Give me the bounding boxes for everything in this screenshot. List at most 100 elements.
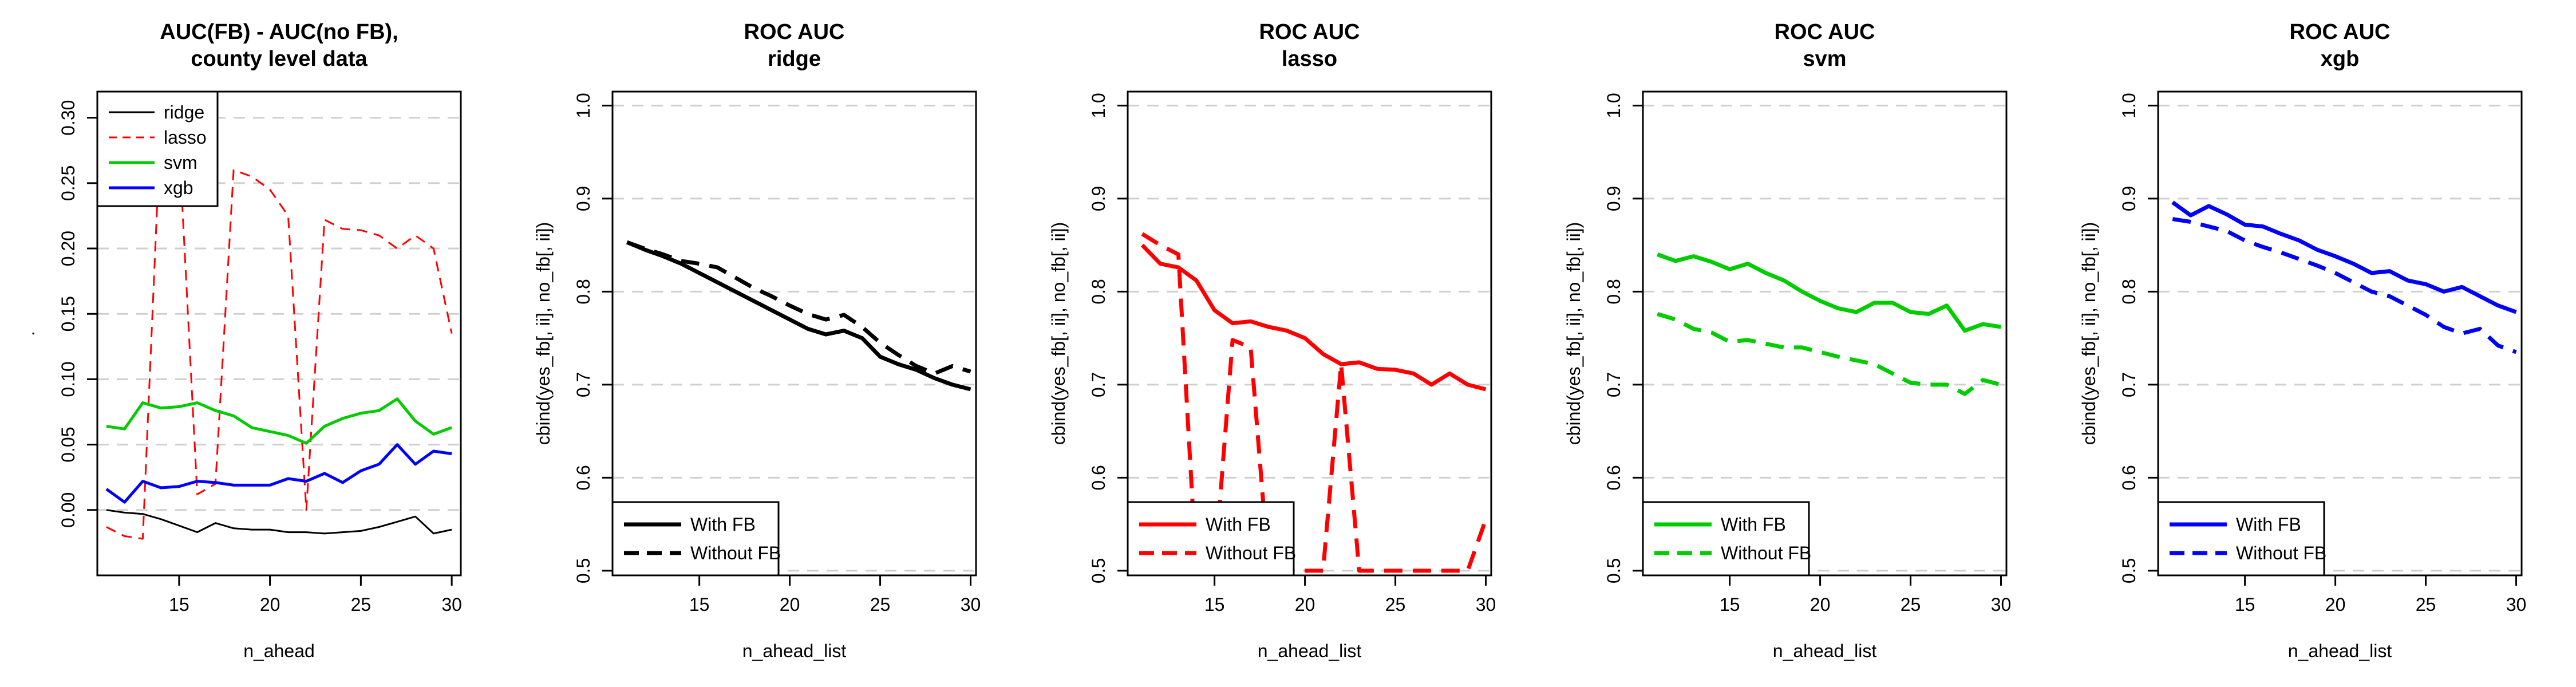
y-tick-label: 0.6 xyxy=(2119,465,2139,490)
y-tick-label: 0.8 xyxy=(1088,279,1109,304)
y-tick-label: 0.25 xyxy=(58,165,78,201)
y-axis-label: cbind(yes_fb[, ii], no_fb[, ii]) xyxy=(2079,222,2099,445)
y-tick-label: 0.6 xyxy=(1603,465,1624,490)
y-axis-label: cbind(yes_fb[, ii], no_fb[, ii]) xyxy=(1563,222,1584,445)
x-tick-label: 20 xyxy=(1810,594,1831,615)
series-line-without-fb xyxy=(1657,312,2002,396)
y-tick-label: 0.05 xyxy=(58,427,78,462)
y-tick-label: 0.00 xyxy=(58,492,78,528)
legend: With FB Without FB xyxy=(1127,501,1296,577)
y-tick-label: 0.7 xyxy=(1088,372,1109,397)
series-line-with-fb xyxy=(1657,252,2002,333)
y-tick-label: 1.0 xyxy=(2119,93,2139,118)
legend-label: Without FB xyxy=(690,543,781,563)
x-axis-label: n_ahead_list xyxy=(1773,641,1877,661)
legend-box xyxy=(1127,501,1295,577)
series-line-ridge xyxy=(106,509,452,535)
legend-label: svm xyxy=(164,152,197,173)
y-tick-label: 0.30 xyxy=(58,100,78,136)
y-tick-label: 0.5 xyxy=(573,558,594,583)
y-tick-label: 0.9 xyxy=(573,186,594,211)
legend-label: ridge xyxy=(164,102,204,123)
chart-subtitle: county level data xyxy=(191,47,368,71)
x-tick-label: 15 xyxy=(1204,594,1225,615)
legend-label: With FB xyxy=(1721,514,1786,535)
x-axis-label: n_ahead xyxy=(243,641,315,661)
chart-panel-1: ROC AUC ridge 15 20 25 30 0.5 0.6 0.7 0.8 0.9 1.0 n_… xyxy=(533,20,981,661)
x-tick-label: 25 xyxy=(2416,594,2436,615)
x-tick-label: 30 xyxy=(2506,594,2527,615)
legend-label: Without FB xyxy=(1721,543,1811,563)
y-tick-label: 1.0 xyxy=(1088,93,1109,118)
x-tick-label: 15 xyxy=(1720,594,1740,615)
y-tick-label: 0.7 xyxy=(1603,372,1624,397)
series-line-svm xyxy=(106,397,452,445)
plot-frame xyxy=(1642,90,2008,577)
plot-frame xyxy=(611,90,977,577)
legend-label: With FB xyxy=(1206,514,1271,535)
x-tick-label: 15 xyxy=(689,594,710,615)
y-tick-label: 1.0 xyxy=(1603,93,1624,118)
y-tick-label: 0.8 xyxy=(1603,279,1624,304)
series-line-without-fb xyxy=(626,240,971,376)
y-tick-label: 0.5 xyxy=(2119,558,2139,583)
x-tick-label: 25 xyxy=(1901,594,1921,615)
y-tick-label: 0.8 xyxy=(573,279,594,304)
chart-subtitle: xgb xyxy=(2321,47,2360,71)
x-tick-label: 25 xyxy=(351,594,372,615)
plot-frame xyxy=(2157,90,2523,577)
legend-box xyxy=(1642,501,1810,577)
x-tick-label: 30 xyxy=(961,594,981,615)
legend-label: xgb xyxy=(164,177,193,198)
chart-title: ROC AUC xyxy=(1259,20,1360,44)
chart-panel-2: ROC AUC lasso 15 20 25 30 0.5 0.6 0.7 0.8 0.9 1.0 n_… xyxy=(1048,20,1496,661)
y-tick-label: 0.8 xyxy=(2119,279,2139,304)
chart-panel-3: ROC AUC svm 15 20 25 30 0.5 0.6 0.7 0.8 0.9 1.0 n_ah… xyxy=(1563,20,2011,661)
y-tick-label: 0.5 xyxy=(1603,558,1624,583)
y-tick-label: 1.0 xyxy=(573,93,594,118)
y-tick-label: 0.5 xyxy=(1088,558,1109,583)
chart-title: ROC AUC xyxy=(2290,20,2391,44)
legend-box xyxy=(2157,501,2325,577)
x-tick-label: 15 xyxy=(2235,594,2255,615)
legend-label: Without FB xyxy=(1206,543,1296,563)
x-tick-label: 20 xyxy=(1295,594,1315,615)
x-tick-label: 20 xyxy=(2325,594,2346,615)
legend-label: With FB xyxy=(690,514,756,535)
x-tick-label: 30 xyxy=(1991,594,2012,615)
legend-label: lasso xyxy=(164,127,207,148)
y-axis-label: cbind(yes_fb[, ii], no_fb[, ii]) xyxy=(1048,222,1069,445)
x-tick-label: 30 xyxy=(1476,594,1496,615)
y-axis-label: . xyxy=(18,331,38,336)
chart-title: AUC(FB) - AUC(no FB), xyxy=(160,20,398,44)
x-axis-label: n_ahead_list xyxy=(2288,641,2392,661)
x-tick-label: 25 xyxy=(1385,594,1406,615)
legend: With FB Without FB xyxy=(2157,501,2326,577)
chart-subtitle: lasso xyxy=(1282,47,1337,71)
y-tick-label: 0.6 xyxy=(573,465,594,490)
chart-subtitle: ridge xyxy=(768,47,821,71)
legend-box xyxy=(611,501,780,577)
legend: With FB Without FB xyxy=(1642,501,1811,577)
plot-frame xyxy=(1127,90,1492,577)
legend-label: Without FB xyxy=(2236,543,2326,563)
chart-panel-0: AUC(FB) - AUC(no FB), county level data 15… xyxy=(18,20,462,661)
x-tick-label: 30 xyxy=(441,594,462,615)
x-axis-label: n_ahead_list xyxy=(742,641,847,661)
legend-label: With FB xyxy=(2236,514,2301,535)
chart-panel-4: ROC AUC xgb 15 20 25 30 0.5 0.6 0.7 0.8 0.9 1.0 n_ah… xyxy=(2079,20,2526,661)
y-tick-label: 0.10 xyxy=(58,361,78,397)
chart-title: ROC AUC xyxy=(744,20,845,44)
legend: ridge lasso svm xgb xyxy=(96,90,219,207)
x-tick-label: 20 xyxy=(780,594,800,615)
x-axis-label: n_ahead_list xyxy=(1258,641,1362,661)
y-tick-label: 0.9 xyxy=(1088,186,1109,211)
chart-title: ROC AUC xyxy=(1775,20,1875,44)
legend: With FB Without FB xyxy=(611,501,781,577)
y-tick-label: 0.15 xyxy=(58,296,78,331)
x-tick-label: 15 xyxy=(169,594,189,615)
x-tick-label: 20 xyxy=(260,594,280,615)
y-tick-label: 0.20 xyxy=(58,231,78,266)
series-line-without-fb xyxy=(2172,217,2517,354)
